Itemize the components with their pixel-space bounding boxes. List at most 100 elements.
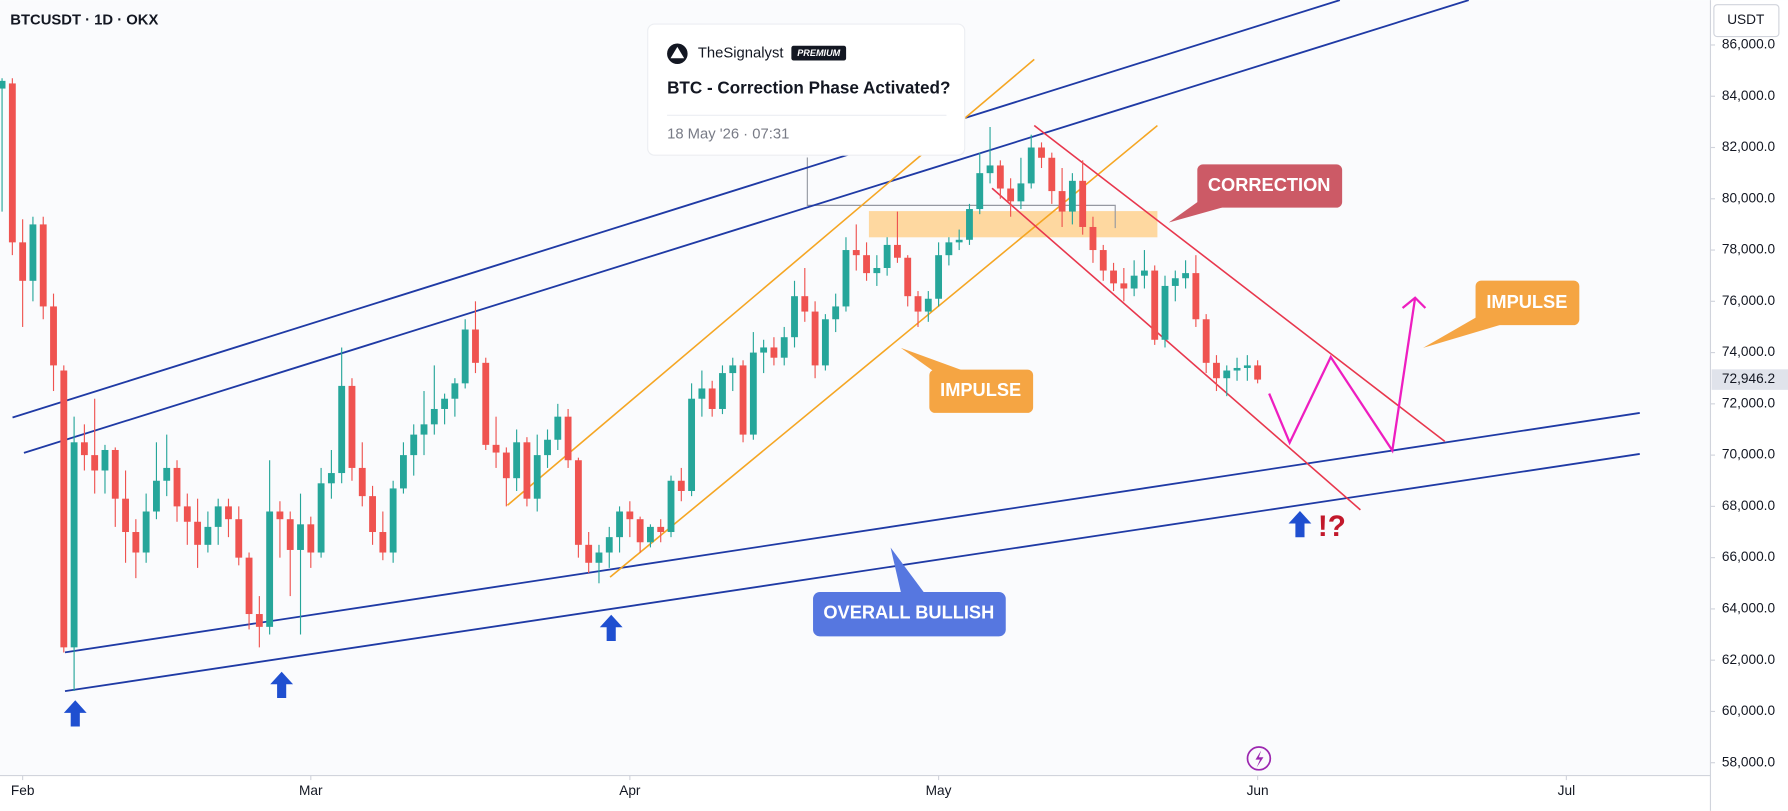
candle-body xyxy=(657,526,665,533)
up-arrows xyxy=(63,510,1312,727)
candle-body xyxy=(91,455,99,471)
candle xyxy=(472,301,479,374)
x-tick-label: Jul xyxy=(1558,783,1575,798)
candle xyxy=(8,78,16,256)
y-tick-label: 78,000.0 xyxy=(1722,242,1776,257)
candle xyxy=(60,365,68,653)
candle xyxy=(801,267,809,322)
up-arrow xyxy=(63,700,87,727)
card[interactable] xyxy=(647,23,966,156)
candle xyxy=(1017,157,1025,210)
annotations: CORRECTION IMPULSE IMPULSE OVERALL BULLI… xyxy=(63,164,1580,771)
candle xyxy=(29,216,37,302)
candle-body xyxy=(842,250,850,307)
candle-body xyxy=(1254,365,1262,380)
candle xyxy=(1130,260,1138,297)
idea-card[interactable]: TheSignalyst PREMIUM BTC - Correction Ph… xyxy=(647,23,966,156)
candle xyxy=(153,442,160,520)
candle xyxy=(235,506,243,566)
candle-body xyxy=(348,385,356,468)
candle-body xyxy=(667,480,675,533)
y-tick-label: 76,000.0 xyxy=(1722,293,1776,308)
candle-body xyxy=(564,416,572,461)
candle-body xyxy=(461,329,469,384)
candle xyxy=(1243,355,1251,381)
currency-button[interactable] xyxy=(1713,4,1780,38)
x-tick-label: Jun xyxy=(1247,783,1269,798)
drawings xyxy=(12,0,1640,693)
candle-body xyxy=(276,511,284,520)
candle-body xyxy=(173,467,181,507)
trendline xyxy=(64,453,1640,693)
author[interactable]: TheSignalyst xyxy=(698,46,784,62)
candle xyxy=(1254,360,1262,384)
event-icon[interactable] xyxy=(1246,746,1272,771)
up-arrow xyxy=(270,671,294,698)
idea-date: 18 May '26 · 07:31 xyxy=(667,127,789,143)
candle-body xyxy=(482,362,490,445)
candle-body xyxy=(60,370,68,648)
candle-body xyxy=(574,460,582,545)
callout xyxy=(813,591,1006,637)
candle-body xyxy=(811,311,819,366)
candle xyxy=(50,293,57,392)
candle xyxy=(1099,244,1107,281)
candle-body xyxy=(544,439,551,456)
candle xyxy=(729,357,737,392)
candle-body xyxy=(976,173,984,210)
candle xyxy=(122,470,129,563)
candle-body xyxy=(307,524,315,553)
candle xyxy=(616,506,623,553)
question-mark: !? xyxy=(1318,510,1346,543)
candle xyxy=(70,416,78,691)
candle-body xyxy=(338,385,346,474)
candle-body xyxy=(1038,147,1045,158)
candle-body xyxy=(1243,365,1251,368)
candle-body xyxy=(430,408,438,425)
candle-body xyxy=(19,242,27,281)
candle-body xyxy=(554,416,562,440)
candle xyxy=(595,544,603,584)
candle xyxy=(204,511,212,553)
candle xyxy=(688,383,696,497)
candle xyxy=(945,237,953,266)
candle xyxy=(667,475,675,538)
candle xyxy=(914,291,922,327)
callout-text: IMPULSE xyxy=(1486,291,1567,312)
candle-body xyxy=(533,455,541,499)
candle-body xyxy=(1048,157,1056,192)
candle-body xyxy=(492,444,500,453)
candle xyxy=(708,380,716,417)
candle xyxy=(39,216,47,320)
y-tick-label: 82,000.0 xyxy=(1722,139,1776,154)
candle-body xyxy=(791,296,798,338)
x-tick-label: Feb xyxy=(11,783,35,798)
candle-body xyxy=(1089,226,1097,251)
candle xyxy=(194,498,202,568)
axes: 58,000.0 60,000.0 62,000.0 64,000.0 66,000.0… xyxy=(11,37,1788,798)
candle-body xyxy=(770,347,778,358)
candle-body xyxy=(379,532,387,553)
candle xyxy=(369,485,376,545)
idea-title[interactable]: BTC - Correction Phase Activated? xyxy=(667,79,950,98)
candle xyxy=(811,301,819,379)
candle-body xyxy=(266,511,274,627)
candle xyxy=(976,152,984,215)
candle xyxy=(255,596,263,648)
candle xyxy=(482,357,490,450)
candle-body xyxy=(1099,250,1107,271)
up-arrow xyxy=(1288,510,1312,538)
candle xyxy=(338,347,346,484)
candle xyxy=(966,203,973,245)
event-icon-bolt xyxy=(1255,750,1264,768)
candle-body xyxy=(749,352,757,435)
candle-body xyxy=(472,329,479,363)
candle-body xyxy=(420,424,428,435)
candle xyxy=(142,493,150,563)
candle xyxy=(111,447,119,527)
candle xyxy=(225,498,232,538)
currency[interactable]: USDT xyxy=(1727,12,1765,27)
candle-body xyxy=(502,452,510,479)
